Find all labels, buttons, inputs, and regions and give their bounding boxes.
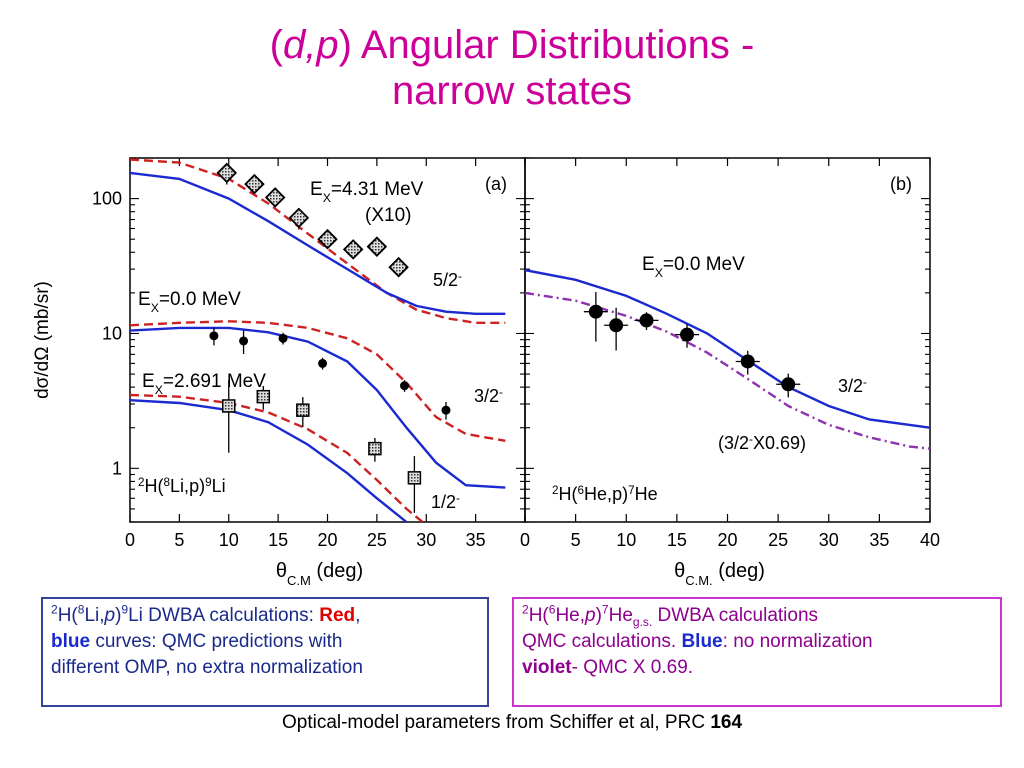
annotation-x10: (X10) (365, 205, 411, 226)
annotation-reaction-a: 2H(8Li,p)9Li (138, 476, 226, 497)
panel-label: (a) (485, 174, 507, 194)
caption-box-right: 2H(6He,p)7Heg.s. DWBA calculations QMC c… (512, 597, 1002, 707)
theory-curve-red (130, 393, 425, 522)
data-point-diamond (366, 236, 388, 257)
data-point-diamond (342, 239, 364, 260)
data-point-circle (441, 405, 451, 415)
x-tick-label: 10 (219, 530, 239, 550)
data-point-circle (209, 331, 219, 341)
data-point-circle (239, 336, 249, 346)
title-line-1: (d,p) Angular Distributions - (269, 23, 755, 67)
x-tick-label: 35 (869, 530, 889, 550)
annotation-ex-2.691: EX=2.691 MeV (142, 371, 266, 397)
x-axis-label: θC.M (deg) (276, 560, 363, 588)
data-point-diamond (244, 173, 265, 195)
theory-curve-blue (130, 171, 506, 315)
data-point-circle (400, 381, 410, 391)
panel-label: (b) (890, 174, 912, 194)
annotation-reaction-b: 2H(6He,p)7He (552, 484, 658, 505)
annotation-ex-4.31: EX=4.31 MeV (310, 179, 424, 205)
x-tick-label: 25 (768, 530, 788, 550)
plot-area-1 (525, 268, 930, 450)
theory-curve-red (130, 158, 506, 324)
x-tick-label: 30 (416, 530, 436, 550)
data-point-circle (318, 358, 328, 368)
y-tick-label: 100 (92, 189, 122, 209)
panel-frame-0 (129, 157, 526, 523)
plot-area-0 (130, 158, 506, 522)
x-tick-label: 10 (616, 530, 636, 550)
data-point-diamond (288, 207, 310, 229)
theory-curve-red (130, 320, 506, 442)
data-point-square (296, 403, 310, 417)
x-tick-label: 5 (174, 530, 184, 550)
blue-label-right: Blue (681, 631, 723, 652)
x-axis-label: θC.M. (deg) (674, 560, 765, 588)
y-tick-label: 1 (112, 458, 122, 478)
y-tick-label: 10 (102, 323, 122, 343)
annotation-3-2-b: 3/2- (838, 376, 867, 397)
theory-curve-violet (525, 291, 930, 450)
x-tick-label: 0 (520, 530, 530, 550)
data-point-square (407, 471, 422, 485)
red-label: Red (319, 605, 356, 626)
data-point-circle (680, 327, 694, 342)
data-point-circle (781, 377, 796, 392)
data-point-square (368, 441, 382, 456)
data-point-diamond (317, 228, 338, 250)
panel-frame-1 (524, 157, 931, 523)
data-point-circle (639, 313, 654, 328)
x-tick-label: 20 (317, 530, 337, 550)
violet-label: violet (522, 657, 572, 678)
annotation-1-2: 1/2- (431, 492, 460, 513)
blue-label: blue (51, 631, 91, 652)
x-tick-label: 40 (920, 530, 940, 550)
data-point-circle (278, 333, 288, 343)
annotation-ex-0.0: EX=0.0 MeV (138, 289, 241, 315)
annotation-5-2: 5/2- (433, 270, 462, 291)
data-point-circle (609, 318, 624, 333)
caption-box-left: 2H(8Li,p)9Li DWBA calculations: Red, blu… (41, 597, 489, 707)
reference-caption: Optical-model parameters from Schiffer e… (281, 712, 743, 733)
data-point-square (256, 389, 271, 404)
theory-curve-blue (130, 326, 506, 489)
title-line-2: narrow states (391, 69, 633, 113)
slide-title: (d,p) Angular Distributions - narrow sta… (0, 22, 1024, 114)
data-point-diamond (264, 187, 286, 208)
x-tick-label: 25 (367, 530, 387, 550)
x-tick-label: 0 (125, 530, 135, 550)
annotation-scaled: (3/2-X0.69) (718, 433, 806, 454)
x-tick-label: 15 (667, 530, 687, 550)
data-point-circle (588, 304, 603, 319)
x-tick-label: 5 (571, 530, 581, 550)
data-point-diamond (216, 162, 238, 184)
theory-curve-blue (130, 399, 408, 522)
x-tick-label: 15 (268, 530, 288, 550)
theory-curve-blue (525, 268, 930, 429)
annotation-3-2: 3/2- (474, 386, 503, 407)
y-axis-label: dσ/dΩ (mb/sr) (32, 281, 53, 399)
data-point-square (222, 399, 236, 413)
x-tick-label: 30 (819, 530, 839, 550)
data-point-circle (740, 354, 755, 369)
x-tick-label: 35 (466, 530, 486, 550)
annotation-ex-0.0-b: EX=0.0 MeV (642, 254, 745, 280)
data-point-diamond (388, 256, 409, 278)
x-tick-label: 20 (717, 530, 737, 550)
